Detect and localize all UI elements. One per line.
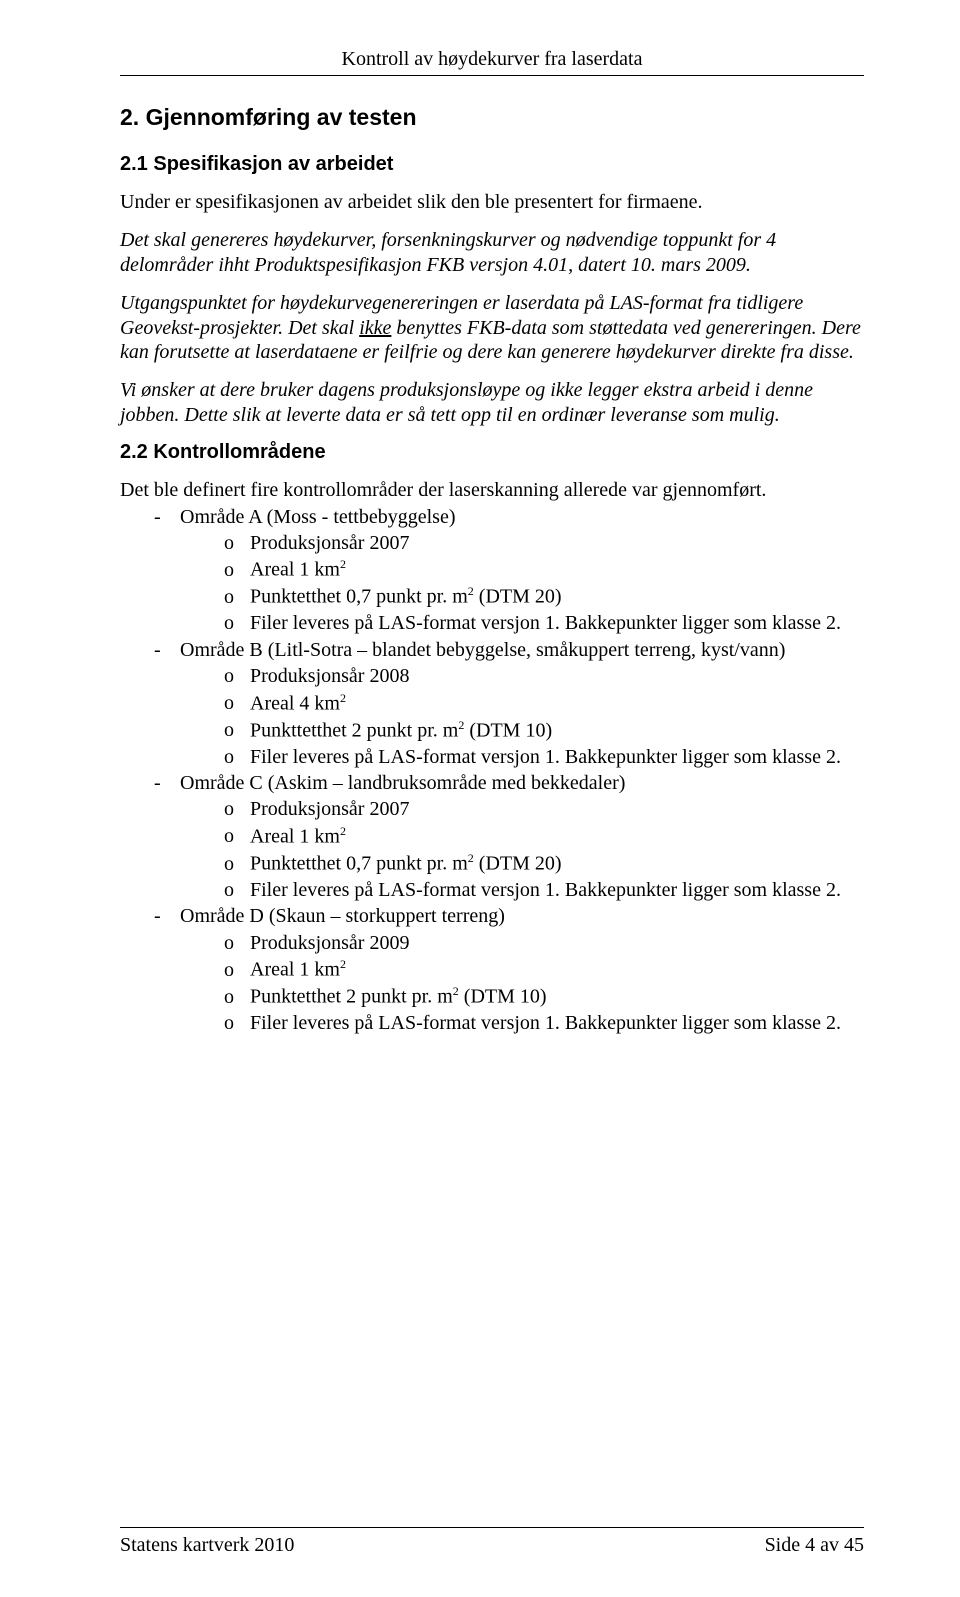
paragraph: Under er spesifikasjonen av arbeidet sli… (120, 190, 864, 214)
text-underlined: ikke (359, 317, 391, 339)
list-item: oProduksjonsår 2007 (224, 797, 864, 821)
bullet-dash: - (154, 505, 180, 529)
superscript: 2 (340, 824, 346, 838)
subsection-heading: 2.1 Spesifikasjon av arbeidet (120, 153, 864, 176)
list-item: oFiler leveres på LAS-format versjon 1. … (224, 878, 864, 902)
bullet-circle: o (224, 664, 250, 688)
list-item: -Område C (Askim – landbruksområde med b… (154, 771, 864, 795)
list-item: oPunktetthet 0,7 punkt pr. m2 (DTM 20) (224, 584, 864, 609)
bullet-circle: o (224, 691, 250, 715)
text: (DTM 20) (474, 853, 562, 875)
area-sublist: oProduksjonsår 2008oAreal 4 km2oPunkttet… (224, 664, 864, 769)
paragraph: Vi ønsker at dere bruker dagens produksj… (120, 378, 864, 427)
list-item: -Område D (Skaun – storkuppert terreng) (154, 904, 864, 928)
text: Produksjonsår 2008 (250, 665, 409, 687)
superscript: 2 (340, 957, 346, 971)
bullet-circle: o (224, 985, 250, 1009)
area-title: Område A (Moss - tettbebyggelse) (180, 506, 456, 528)
area-list: -Område A (Moss - tettbebyggelse)oProduk… (154, 505, 864, 1036)
text: Punktetthet 2 punkt pr. m (250, 986, 453, 1008)
text: (DTM 10) (459, 986, 547, 1008)
bullet-circle: o (224, 745, 250, 769)
text: Areal 1 km (250, 559, 340, 581)
list-item: -Område A (Moss - tettbebyggelse) (154, 505, 864, 529)
bullet-circle: o (224, 718, 250, 742)
area-sublist: oProduksjonsår 2007oAreal 1 km2oPunktett… (224, 797, 864, 902)
bullet-circle: o (224, 852, 250, 876)
text: Produksjonsår 2007 (250, 798, 409, 820)
area-sublist: oProduksjonsår 2009oAreal 1 km2oPunktett… (224, 931, 864, 1036)
bullet-circle: o (224, 931, 250, 955)
footer-right: Side 4 av 45 (765, 1534, 864, 1557)
page-footer: Statens kartverk 2010 Side 4 av 45 (120, 1527, 864, 1557)
bullet-circle: o (224, 958, 250, 982)
text: Produksjonsår 2009 (250, 932, 409, 954)
area-title: Område C (Askim – landbruksområde med be… (180, 772, 625, 794)
text: Filer leveres på LAS-format versjon 1. B… (250, 612, 841, 634)
list-item: oPunktetthet 2 punkt pr. m2 (DTM 10) (224, 984, 864, 1009)
text: (DTM 10) (464, 719, 552, 741)
list-item: oProduksjonsår 2008 (224, 664, 864, 688)
bullet-dash: - (154, 771, 180, 795)
paragraph: Det skal genereres høydekurver, forsenkn… (120, 228, 864, 277)
bullet-circle: o (224, 585, 250, 609)
list-item: oAreal 1 km2 (224, 557, 864, 582)
page: Kontroll av høydekurver fra laserdata 2.… (0, 0, 960, 1597)
footer-rule (120, 1527, 864, 1528)
text: Filer leveres på LAS-format versjon 1. B… (250, 879, 841, 901)
superscript: 2 (340, 691, 346, 705)
text: Areal 1 km (250, 959, 340, 981)
paragraph: Det ble definert fire kontrollområder de… (120, 478, 864, 502)
list-item: oFiler leveres på LAS-format versjon 1. … (224, 1011, 864, 1035)
bullet-circle: o (224, 824, 250, 848)
list-item: oAreal 1 km2 (224, 824, 864, 849)
subsection-heading: 2.2 Kontrollområdene (120, 441, 864, 464)
paragraph: Utgangspunktet for høydekurvegenereringe… (120, 291, 864, 364)
bullet-circle: o (224, 558, 250, 582)
text: Punkttetthet 2 punkt pr. m (250, 719, 458, 741)
list-item: oAreal 4 km2 (224, 691, 864, 716)
footer-left: Statens kartverk 2010 (120, 1534, 294, 1557)
text: (DTM 20) (474, 586, 562, 608)
text: Areal 1 km (250, 825, 340, 847)
bullet-dash: - (154, 638, 180, 662)
list-item: oProduksjonsår 2009 (224, 931, 864, 955)
text: Areal 4 km (250, 692, 340, 714)
bullet-circle: o (224, 531, 250, 555)
list-item: oFiler leveres på LAS-format versjon 1. … (224, 745, 864, 769)
bullet-circle: o (224, 611, 250, 635)
text: Punktetthet 0,7 punkt pr. m (250, 586, 468, 608)
list-item: oAreal 1 km2 (224, 957, 864, 982)
list-item: oFiler leveres på LAS-format versjon 1. … (224, 611, 864, 635)
area-sublist: oProduksjonsår 2007oAreal 1 km2oPunktett… (224, 531, 864, 636)
superscript: 2 (340, 557, 346, 571)
header-rule (120, 75, 864, 76)
bullet-dash: - (154, 904, 180, 928)
text: Punktetthet 0,7 punkt pr. m (250, 853, 468, 875)
bullet-circle: o (224, 1011, 250, 1035)
page-header-title: Kontroll av høydekurver fra laserdata (120, 48, 864, 71)
text: Filer leveres på LAS-format versjon 1. B… (250, 746, 841, 768)
list-item: oPunktetthet 0,7 punkt pr. m2 (DTM 20) (224, 851, 864, 876)
section-heading: 2. Gjennomføring av testen (120, 104, 864, 131)
area-title: Område B (Litl-Sotra – blandet bebyggels… (180, 639, 785, 661)
text: Produksjonsår 2007 (250, 532, 409, 554)
area-title: Område D (Skaun – storkuppert terreng) (180, 905, 505, 927)
bullet-circle: o (224, 797, 250, 821)
text: Filer leveres på LAS-format versjon 1. B… (250, 1012, 841, 1034)
list-item: -Område B (Litl-Sotra – blandet bebyggel… (154, 638, 864, 662)
list-item: oPunkttetthet 2 punkt pr. m2 (DTM 10) (224, 718, 864, 743)
bullet-circle: o (224, 878, 250, 902)
list-item: oProduksjonsår 2007 (224, 531, 864, 555)
